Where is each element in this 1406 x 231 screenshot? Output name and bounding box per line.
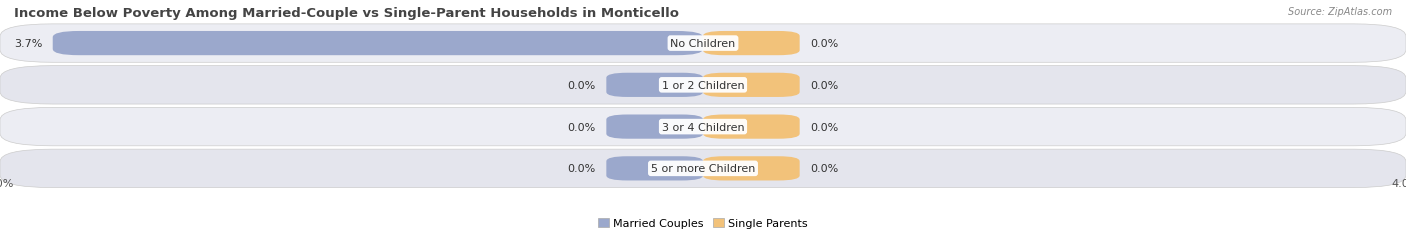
- FancyBboxPatch shape: [0, 25, 1406, 63]
- FancyBboxPatch shape: [606, 73, 703, 97]
- Text: Source: ZipAtlas.com: Source: ZipAtlas.com: [1288, 7, 1392, 17]
- Text: 0.0%: 0.0%: [568, 80, 596, 91]
- FancyBboxPatch shape: [606, 157, 703, 181]
- FancyBboxPatch shape: [703, 157, 800, 181]
- FancyBboxPatch shape: [53, 32, 703, 56]
- Text: 3.7%: 3.7%: [14, 39, 42, 49]
- FancyBboxPatch shape: [703, 32, 800, 56]
- Text: 0.0%: 0.0%: [810, 164, 838, 174]
- Text: No Children: No Children: [671, 39, 735, 49]
- FancyBboxPatch shape: [0, 149, 1406, 188]
- FancyBboxPatch shape: [606, 115, 703, 139]
- Text: 1 or 2 Children: 1 or 2 Children: [662, 80, 744, 91]
- Text: 0.0%: 0.0%: [810, 80, 838, 91]
- Text: Income Below Poverty Among Married-Couple vs Single-Parent Households in Montice: Income Below Poverty Among Married-Coupl…: [14, 7, 679, 20]
- FancyBboxPatch shape: [703, 115, 800, 139]
- FancyBboxPatch shape: [0, 108, 1406, 146]
- FancyBboxPatch shape: [703, 73, 800, 97]
- Legend: Married Couples, Single Parents: Married Couples, Single Parents: [593, 214, 813, 231]
- Text: 5 or more Children: 5 or more Children: [651, 164, 755, 174]
- Text: 0.0%: 0.0%: [568, 164, 596, 174]
- Text: 0.0%: 0.0%: [568, 122, 596, 132]
- Text: 0.0%: 0.0%: [810, 122, 838, 132]
- Text: 3 or 4 Children: 3 or 4 Children: [662, 122, 744, 132]
- FancyBboxPatch shape: [0, 66, 1406, 105]
- Text: 0.0%: 0.0%: [810, 39, 838, 49]
